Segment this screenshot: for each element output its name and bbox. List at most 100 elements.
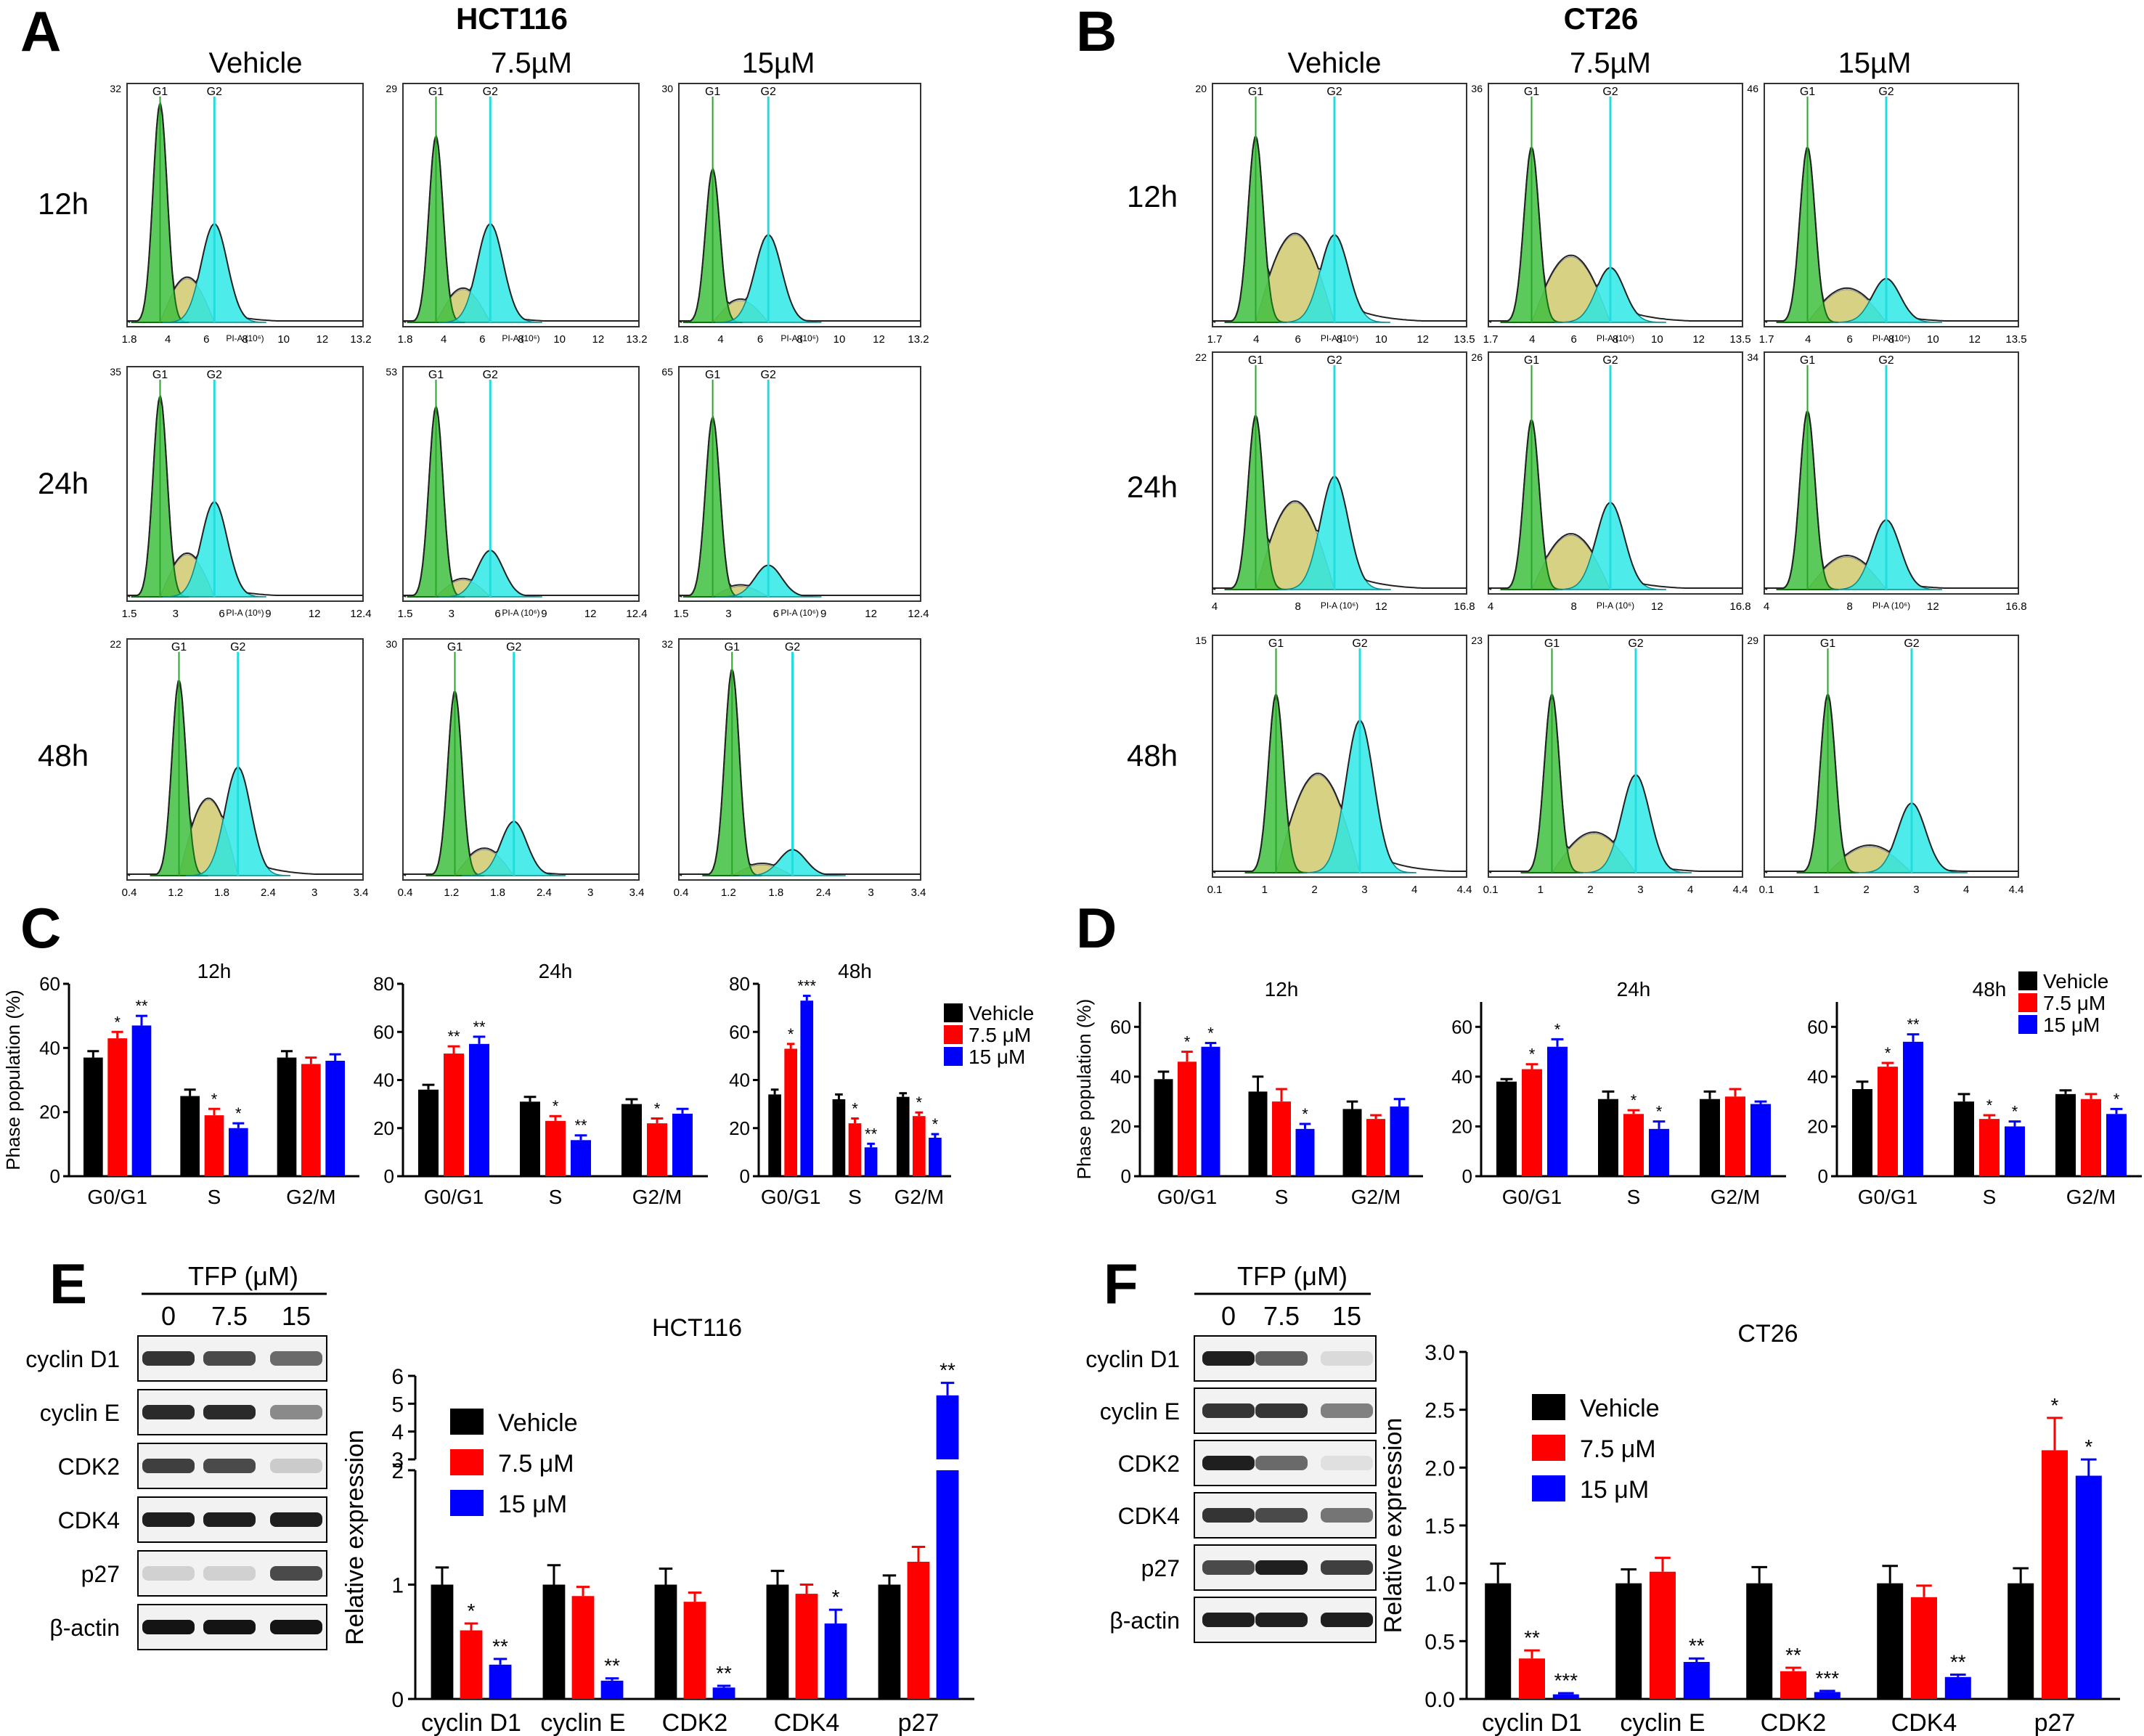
blot-f-band bbox=[1255, 1456, 1308, 1470]
hist-a-1-0-xtick: 12 bbox=[309, 608, 321, 620]
panel-b-col-7-5: 7.5µM bbox=[1570, 47, 1651, 79]
chart-d-24h-ytick-label: 60 bbox=[1451, 1016, 1472, 1038]
panel-b-row-12h: 12h bbox=[1127, 179, 1178, 213]
panel-a-col-15: 15µM bbox=[742, 47, 815, 79]
chart-f-category-label: cyclin E bbox=[1620, 1709, 1705, 1736]
chart-c-12h-significance: * bbox=[114, 1013, 121, 1031]
hist-a-0-2-xtick: 8 bbox=[796, 333, 802, 346]
chart-d-24h-ytick-label: 0 bbox=[1462, 1165, 1472, 1187]
hist-b-2-2-g2-gate-label: G2 bbox=[1904, 637, 1919, 650]
hist-b-1-1-xtick: 4 bbox=[1488, 600, 1493, 613]
chart-c-12h-ytick-label: 20 bbox=[39, 1101, 60, 1123]
hist-a-2-2-frame bbox=[678, 638, 921, 881]
hist-a-0-0-xtick: 10 bbox=[277, 333, 290, 346]
chart-d-24h-significance: * bbox=[1656, 1103, 1663, 1121]
chart-d-48h-bar bbox=[2055, 1093, 2076, 1176]
hist-a-0-2-g1-gate-label: G1 bbox=[705, 86, 720, 98]
chart-d-24h-ytick-label: 20 bbox=[1451, 1115, 1472, 1137]
chart-f-significance: * bbox=[2084, 1435, 2092, 1458]
panel-b-col-15: 15µM bbox=[1838, 47, 1912, 79]
legend-f-swatch bbox=[1532, 1475, 1565, 1501]
hist-a-2-0-xtick: 2.4 bbox=[261, 887, 276, 899]
hist-b-2-1-xtick: 0.1 bbox=[1483, 884, 1499, 896]
blot-e-band bbox=[142, 1351, 195, 1366]
hist-a-0-1-xtick: 6 bbox=[479, 333, 485, 346]
chart-d-12h-category-label: G0/G1 bbox=[1157, 1186, 1217, 1208]
chart-f-bar bbox=[1485, 1583, 1512, 1699]
chart-e-significance: * bbox=[832, 1586, 840, 1608]
blot-e-band bbox=[142, 1512, 195, 1527]
chart-d-24h-bar bbox=[1598, 1099, 1618, 1176]
chart-e-bar-upper bbox=[936, 1395, 959, 1459]
chart-c-48h-bar bbox=[848, 1123, 862, 1176]
chart-e-title: HCT116 bbox=[652, 1314, 742, 1342]
chart-e-bar bbox=[654, 1584, 677, 1699]
hist-b-1-2-g2-gate-label: G2 bbox=[1878, 354, 1894, 367]
chart-e-ytick-label: 6 bbox=[391, 1365, 404, 1389]
chart-d-48h-bar bbox=[2081, 1099, 2101, 1176]
hist-a-0-1-xtick: 1.8 bbox=[398, 333, 413, 346]
hist-a-2-0-g1-gate-label: G1 bbox=[171, 641, 187, 653]
chart-f-ylabel: Relative expression bbox=[1379, 1418, 1407, 1634]
chart-f-bar bbox=[1877, 1583, 1904, 1699]
hist-b-0-2-xtick: 8 bbox=[1888, 333, 1894, 346]
hist-a-1-1-ymax-label: 53 bbox=[386, 366, 397, 378]
hist-a-1-0-xaxis-label: PI-A (10⁶) bbox=[226, 608, 264, 618]
legend-c-swatch-7-5 bbox=[944, 1025, 963, 1044]
chart-f-bar bbox=[2042, 1450, 2068, 1699]
chart-c-24h-bar bbox=[672, 1113, 693, 1176]
chart-e-bar bbox=[766, 1584, 789, 1699]
chart-d-48h-significance: * bbox=[2114, 1090, 2120, 1108]
hist-a-2-0-xtick: 1.2 bbox=[168, 887, 183, 899]
hist-b-0-1-xtick: 6 bbox=[1570, 333, 1576, 346]
hist-a-0-0-g2-gate-label: G2 bbox=[207, 86, 222, 98]
chart-d-24h-category-label: S bbox=[1627, 1186, 1641, 1208]
hist-a-0-0-frame bbox=[126, 83, 364, 327]
chart-c-48h-bar bbox=[768, 1094, 781, 1176]
chart-c-48h-category-label: G0/G1 bbox=[761, 1186, 820, 1208]
hist-b-2-1-xtick: 3 bbox=[1637, 884, 1643, 896]
chart-c-12h-bar bbox=[131, 1025, 152, 1176]
hist-b-0-1-envelope bbox=[1488, 147, 1742, 323]
blot-e-band bbox=[270, 1405, 322, 1419]
hist-a-0-1-frame bbox=[402, 83, 640, 327]
hist-a-0-2-xaxis-label: PI-A (10⁶) bbox=[780, 333, 818, 343]
chart-c-48h-bar bbox=[832, 1099, 846, 1176]
hist-b-2-0-xtick: 4 bbox=[1411, 884, 1417, 896]
chart-e-ytick-label: 5 bbox=[391, 1393, 404, 1417]
hist-b-0-1-xtick: 13.5 bbox=[1729, 333, 1750, 346]
hist-b-2-1-ymax-label: 23 bbox=[1471, 635, 1483, 646]
chart-c-12h-bar bbox=[277, 1057, 297, 1176]
chart-d-24h-bar bbox=[1623, 1114, 1644, 1176]
chart-e-bar bbox=[683, 1602, 706, 1699]
chart-e-bar bbox=[824, 1623, 847, 1699]
hist-a-0-0-xtick: 8 bbox=[242, 333, 248, 346]
hist-a-2-2-xtick: 1.2 bbox=[721, 887, 736, 899]
hist-a-0-1-xaxis-label: PI-A (10⁶) bbox=[502, 333, 539, 343]
hist-b-2-1-xtick: 4 bbox=[1687, 884, 1693, 896]
hist-b-0-0-xtick: 4 bbox=[1253, 333, 1259, 346]
hist-a-1-0-ymax-label: 35 bbox=[110, 366, 121, 378]
hist-a-2-0-envelope bbox=[126, 680, 363, 876]
hist-a-2-1-frame bbox=[402, 638, 640, 881]
chart-c-12h-bar bbox=[325, 1061, 345, 1176]
legend-d-swatch-15 bbox=[2018, 1015, 2037, 1034]
chart-d-12h-bar bbox=[1390, 1107, 1409, 1176]
legend-f-swatch bbox=[1532, 1394, 1565, 1420]
chart-f-significance: *** bbox=[1554, 1669, 1578, 1692]
chart-c-48h-ytick-label: 20 bbox=[729, 1117, 750, 1139]
blot-f-protein-label: CDK4 bbox=[1118, 1503, 1180, 1529]
chart-c-24h-bar bbox=[444, 1054, 464, 1176]
blot-f-band bbox=[1202, 1351, 1255, 1366]
chart-c-48h-category-label: G2/M bbox=[894, 1186, 944, 1208]
chart-c-24h-ytick-label: 20 bbox=[373, 1117, 394, 1139]
chart-c-48h-significance: * bbox=[852, 1100, 858, 1118]
hist-a-2-0-xtick: 1.8 bbox=[214, 887, 229, 899]
blot-f-lane-15: 15 bbox=[1332, 1301, 1361, 1331]
chart-c-48h-bar bbox=[784, 1048, 797, 1176]
hist-b-2-1-xtick: 1 bbox=[1538, 884, 1544, 896]
hist-b-0-0-xtick: 8 bbox=[1337, 333, 1342, 346]
hist-b-1-0-g1-gate-label: G1 bbox=[1248, 354, 1263, 367]
